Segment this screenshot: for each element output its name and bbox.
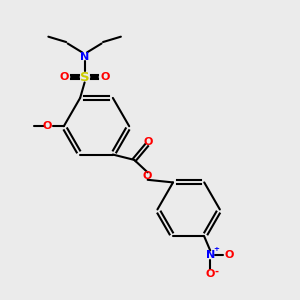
Text: O: O [59, 72, 68, 82]
Text: O: O [101, 72, 110, 82]
Text: S: S [80, 70, 89, 84]
Text: O: O [225, 250, 234, 260]
Text: N: N [80, 52, 89, 62]
Text: O: O [43, 121, 52, 131]
Text: N: N [206, 250, 215, 260]
Text: +: + [213, 246, 219, 252]
Text: O: O [143, 137, 153, 147]
Text: -: - [215, 267, 219, 277]
Text: O: O [206, 268, 215, 279]
Text: O: O [143, 171, 152, 181]
